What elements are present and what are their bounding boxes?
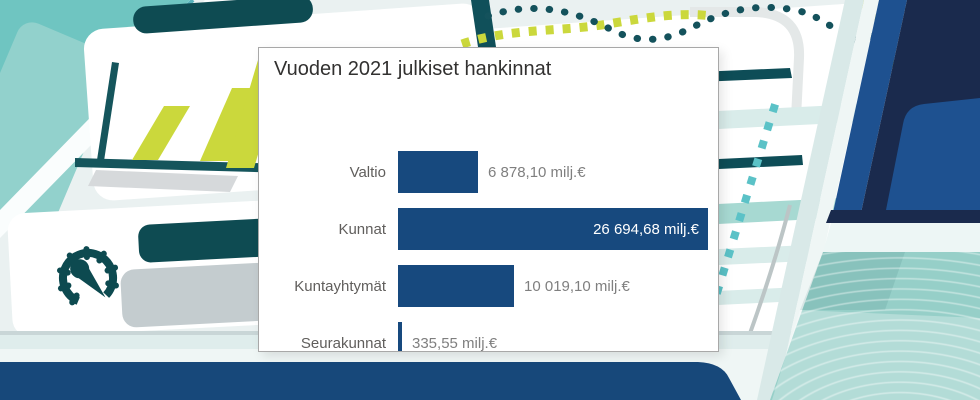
right-diagonal-stack [757, 0, 980, 400]
bar-kuntayhtymät[interactable] [398, 265, 514, 307]
chart-title: Vuoden 2021 julkiset hankinnat [274, 58, 552, 80]
blue-rounded-panel [886, 98, 980, 210]
gray-rounded-outline [690, 7, 805, 119]
bar-chart: Valtio 6 878,10 milj.€ Kunnat 26 694,68 mil… [259, 151, 718, 352]
contour-texture [770, 252, 980, 400]
chart-panel: Vuoden 2021 julkiset hankinnat Valtio 6 8… [258, 47, 719, 352]
bar-row: Valtio 6 878,10 milj.€ [259, 151, 718, 193]
category-label: Kunnat [338, 220, 386, 238]
category-label: Kuntayhtymät [294, 277, 386, 295]
value-label: 10 019,10 milj.€ [524, 277, 630, 295]
value-label: 335,55 milj.€ [412, 334, 498, 352]
bar-kunnat[interactable]: 26 694,68 milj.€ [398, 208, 708, 250]
category-label: Seurakunnat [300, 334, 386, 352]
bar-row: Seurakunnat 335,55 milj.€ [259, 322, 718, 352]
category-label: Valtio [349, 163, 386, 181]
blue-diagonal-stripe [831, 0, 907, 222]
top-teal-bar [133, 0, 313, 34]
bar-seurakunnat[interactable] [398, 322, 402, 351]
value-label: 6 878,10 milj.€ [488, 163, 586, 181]
bar-row: Kunnat 26 694,68 milj.€ [259, 208, 718, 250]
value-label: 26 694,68 milj.€ [593, 220, 699, 238]
bar-row: Kuntayhtymät 10 019,10 milj.€ [259, 265, 718, 307]
bar-valtio[interactable] [398, 151, 478, 193]
card-shadow [88, 170, 238, 192]
bottom-navy-band [0, 362, 741, 400]
teal-diagonal-tick [471, 0, 496, 47]
